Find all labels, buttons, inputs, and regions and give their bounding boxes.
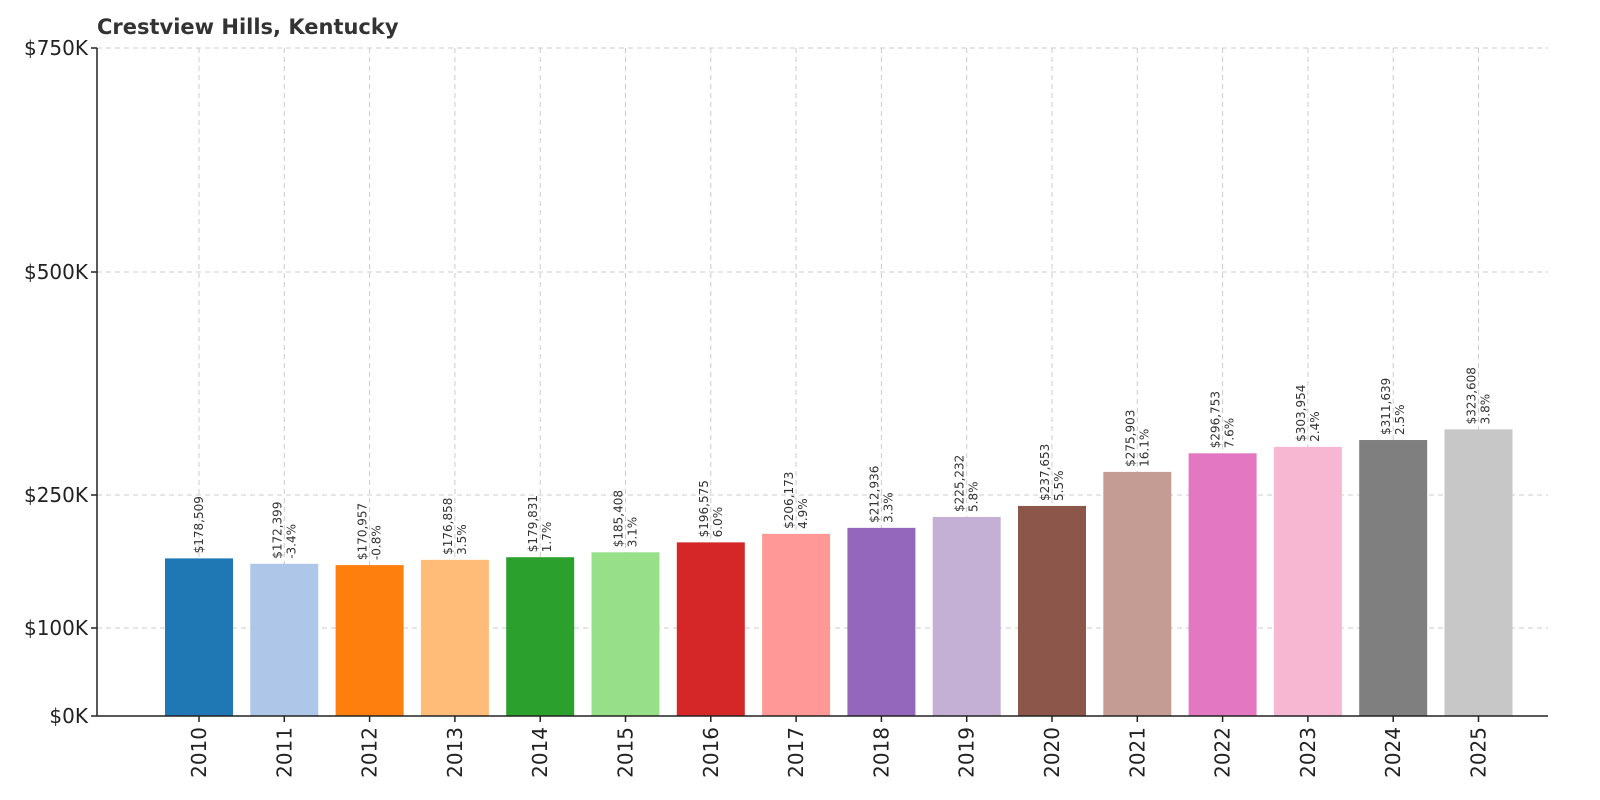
value-label: $296,753 xyxy=(1209,391,1223,448)
data-label-2022: $296,753 7.6% xyxy=(1209,391,1237,448)
data-label-2021: $275,903 16.1% xyxy=(1123,410,1151,467)
bar-2019 xyxy=(932,516,1001,716)
change-label: 4.9% xyxy=(796,498,810,529)
change-label: 7.6% xyxy=(1223,418,1237,449)
data-label-2015: $185,408 3.1% xyxy=(612,490,640,547)
x-tick-label: 2021 xyxy=(1125,727,1149,778)
bar-2018 xyxy=(847,527,916,716)
change-label: 3.3% xyxy=(881,492,895,523)
change-label: 2.4% xyxy=(1308,411,1322,442)
x-tick-label: 2020 xyxy=(1040,727,1064,778)
chart-title: Crestview Hills, Kentucky xyxy=(97,15,399,39)
x-tick-label: 2017 xyxy=(784,727,808,778)
bar-2020 xyxy=(1018,505,1086,716)
x-tick-label: 2024 xyxy=(1381,727,1405,778)
x-tick-label: 2018 xyxy=(869,727,893,778)
value-label: $225,232 xyxy=(953,455,967,512)
bar-2017 xyxy=(762,533,831,716)
data-label-2011: $172,399 -3.4% xyxy=(270,502,298,559)
bar-2016 xyxy=(676,542,745,716)
bar-2024 xyxy=(1359,440,1428,716)
y-tick-label: $750K xyxy=(24,36,89,60)
change-label: -0.8% xyxy=(370,525,384,560)
labels: $0K $100K $250K $500K $750K $178,509 2010 $172,… xyxy=(24,36,1493,778)
data-label-2010: $178,509 xyxy=(192,496,206,553)
change-label: 16.1% xyxy=(1137,429,1151,467)
change-label: 6.0% xyxy=(711,507,725,538)
change-label: 3.1% xyxy=(626,517,640,548)
change-label: -3.4% xyxy=(284,524,298,559)
bar-2010 xyxy=(165,558,233,716)
x-tick-label: 2016 xyxy=(699,727,723,778)
x-tick-label: 2014 xyxy=(528,727,552,778)
x-tick-label: 2012 xyxy=(358,727,382,778)
y-tick-label: $500K xyxy=(24,260,89,284)
data-label-2023: $303,954 2.4% xyxy=(1294,385,1322,442)
value-label: $323,608 xyxy=(1465,367,1479,424)
bar-2013 xyxy=(420,559,489,716)
y-tick-label: $0K xyxy=(49,704,88,728)
x-tick-label: 2022 xyxy=(1211,727,1235,778)
value-label: $275,903 xyxy=(1123,410,1137,467)
data-label-2017: $206,173 4.9% xyxy=(782,472,810,529)
value-label: $176,858 xyxy=(441,498,455,555)
value-label: $170,957 xyxy=(356,503,370,560)
value-label: $178,509 xyxy=(192,496,206,553)
bar-2012 xyxy=(335,565,404,716)
y-tick-label: $100K xyxy=(24,616,89,640)
data-label-2016: $196,575 6.0% xyxy=(697,480,725,537)
y-tick-label: $250K xyxy=(24,483,89,507)
value-label: $237,653 xyxy=(1038,444,1052,501)
bar-2014 xyxy=(506,557,575,716)
value-label: $179,831 xyxy=(526,495,540,552)
value-label: $206,173 xyxy=(782,472,796,529)
axes xyxy=(91,47,1548,722)
change-label: 5.5% xyxy=(1052,470,1066,501)
data-label-2014: $179,831 1.7% xyxy=(526,495,554,552)
change-label: 2.5% xyxy=(1393,405,1407,436)
bar-2021 xyxy=(1103,471,1172,716)
x-tick-label: 2023 xyxy=(1296,727,1320,778)
value-label: $185,408 xyxy=(612,490,626,547)
change-label: 1.7% xyxy=(540,522,554,553)
value-label: $212,936 xyxy=(867,466,881,523)
data-label-2025: $323,608 3.8% xyxy=(1465,367,1493,424)
bar-2015 xyxy=(591,552,660,716)
x-tick-label: 2013 xyxy=(443,727,467,778)
value-label: $172,399 xyxy=(270,502,284,559)
bar-2011 xyxy=(250,563,319,716)
change-label: 3.5% xyxy=(455,524,469,555)
value-label: $311,639 xyxy=(1379,378,1393,435)
x-tick-label: 2010 xyxy=(187,727,211,778)
data-label-2019: $225,232 5.8% xyxy=(953,455,981,512)
bars xyxy=(165,429,1513,716)
change-label: 3.8% xyxy=(1479,394,1493,425)
value-label: $303,954 xyxy=(1294,385,1308,442)
data-label-2012: $170,957 -0.8% xyxy=(356,503,384,560)
change-label: 5.8% xyxy=(967,481,981,512)
data-label-2013: $176,858 3.5% xyxy=(441,498,469,555)
bar-2025 xyxy=(1444,429,1513,716)
data-label-2020: $237,653 5.5% xyxy=(1038,444,1066,501)
x-tick-label: 2019 xyxy=(955,727,979,778)
data-label-2024: $311,639 2.5% xyxy=(1379,378,1407,435)
x-tick-label: 2011 xyxy=(272,727,296,778)
bar-2022 xyxy=(1188,453,1257,716)
data-label-2018: $212,936 3.3% xyxy=(867,466,895,523)
value-label: $196,575 xyxy=(697,480,711,537)
x-tick-label: 2025 xyxy=(1467,727,1491,778)
bar-2023 xyxy=(1273,446,1342,716)
x-tick-label: 2015 xyxy=(614,727,638,778)
